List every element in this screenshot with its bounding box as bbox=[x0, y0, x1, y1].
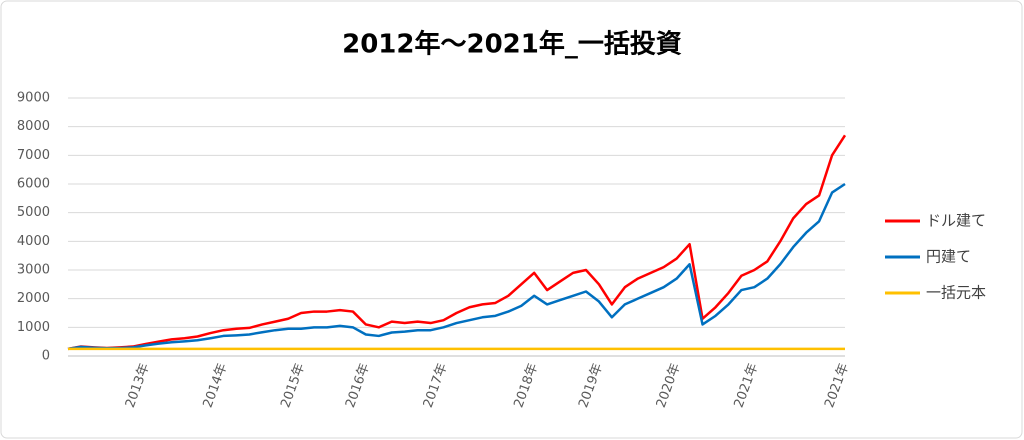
y-tick-label: 2000 bbox=[17, 291, 50, 306]
chart-title: 2012年～2021年_一括投資 bbox=[342, 29, 682, 60]
y-tick-label: 8000 bbox=[17, 119, 50, 134]
legend-label: 一括元本 bbox=[926, 284, 986, 302]
y-tick-label: 9000 bbox=[17, 91, 50, 106]
series-line bbox=[67, 182, 846, 351]
y-tick-label: 7000 bbox=[17, 148, 50, 163]
y-tick-label: 5000 bbox=[17, 205, 50, 220]
y-tick-label: 6000 bbox=[17, 177, 50, 192]
y-tick-label: 1000 bbox=[17, 320, 50, 335]
y-tick-label: 0 bbox=[42, 349, 50, 364]
legend-label: ドル建て bbox=[926, 212, 986, 230]
y-tick-label: 3000 bbox=[17, 263, 50, 278]
legend-label: 円建て bbox=[926, 248, 971, 266]
y-tick-label: 4000 bbox=[17, 234, 50, 249]
series-line bbox=[67, 134, 847, 351]
